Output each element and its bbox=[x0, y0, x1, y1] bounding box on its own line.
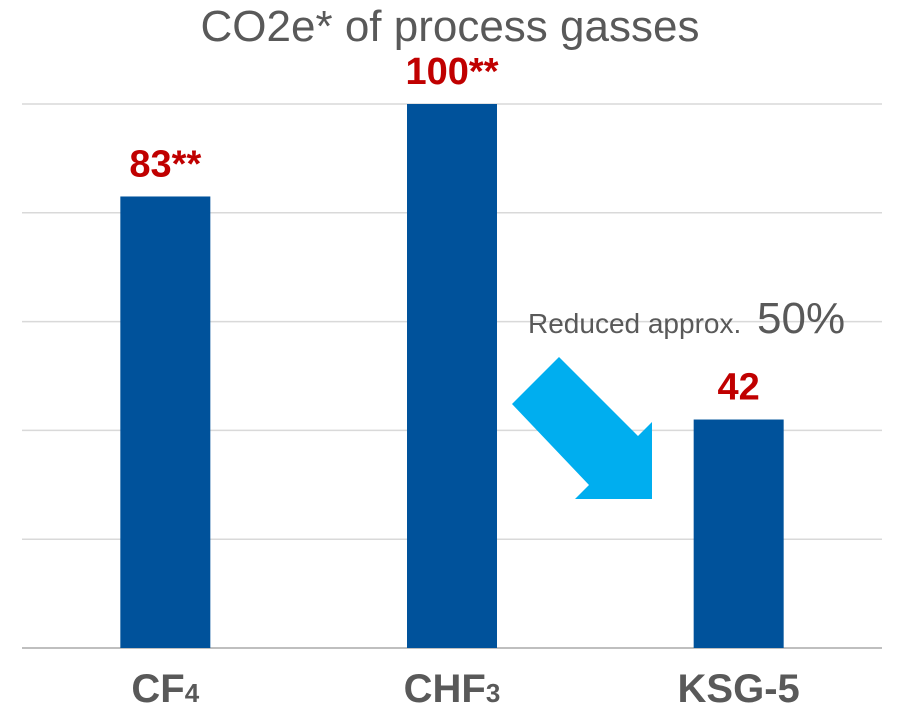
bar bbox=[407, 104, 497, 648]
annotation-percent: 50% bbox=[757, 294, 845, 343]
bar-value-label: 100** bbox=[406, 51, 499, 93]
annotation-label: Reduced approx. bbox=[528, 308, 741, 339]
bar bbox=[120, 196, 211, 649]
chart-title: CO2e* of process gasses bbox=[200, 2, 700, 51]
category-label: CF4 bbox=[131, 667, 199, 707]
bar-value-label: 42 bbox=[718, 367, 760, 409]
bar bbox=[693, 419, 784, 648]
category-labels: CF4 CHF3 KSG-5 bbox=[131, 667, 799, 707]
category-label: KSG-5 bbox=[678, 667, 800, 707]
bars bbox=[120, 104, 784, 649]
value-labels: 83** 100** 42 bbox=[129, 51, 759, 409]
down-right-arrow-icon bbox=[512, 357, 652, 499]
bar-value-label: 83** bbox=[129, 143, 201, 185]
category-label: CHF3 bbox=[404, 667, 501, 707]
reduction-annotation: Reduced approx. 50% bbox=[512, 294, 845, 499]
annotation-text: Reduced approx. 50% bbox=[528, 294, 845, 343]
